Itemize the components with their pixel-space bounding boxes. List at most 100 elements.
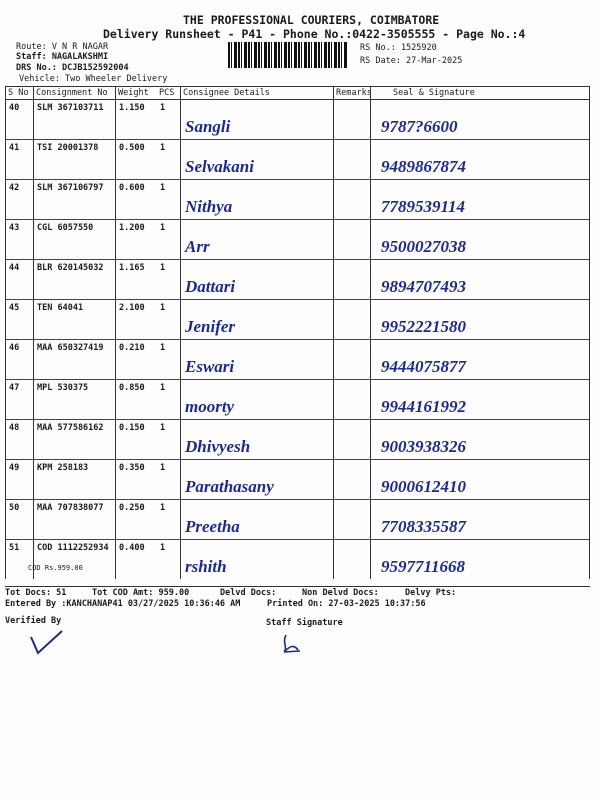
remarks [333,379,371,420]
route: Route: V N R NAGAR [16,42,109,52]
receiver-phone-handwritten: 9500027038 [381,237,466,256]
sno: 47 [5,379,34,420]
consignee-details: Preetha [180,499,334,540]
seal-signature: 9000612410 [370,459,590,500]
seal-signature: 9003938326 [370,419,590,460]
entered-by: Entered By :KANCHANAP41 03/27/2025 10:36… [5,599,241,609]
receiver-phone-handwritten: 7789539114 [381,197,466,216]
weight-pcs: 0.350 1 [115,459,181,500]
consignment-no: SLM 367103711 [33,99,116,140]
col-consignee: Consignee Details [180,86,334,100]
pcs: 1 [159,423,166,433]
pcs: 1 [159,223,166,233]
table-row: 45 TEN 64041 2.100 1 Jenifer 9952221580 [5,299,590,340]
runsheet-title: Delivery Runsheet - P41 - Phone No.:0422… [103,27,526,41]
sno: 42 [5,179,34,220]
pcs: 1 [159,383,166,393]
weight: 1.165 [119,263,145,273]
delvd-docs: Delvd Docs: [220,588,277,598]
receiver-phone-handwritten: 7708335587 [381,517,466,536]
consignment-no-text: KPM 258183 [37,463,89,473]
weight-pcs: 0.400 1 [115,539,181,579]
consignment-no-text: MAA 707838077 [37,503,104,513]
weight-pcs: 1.150 1 [115,99,181,140]
weight: 0.210 [119,343,145,353]
seal-signature: 9787?6600 [370,99,590,140]
vehicle: Vehicle: Two Wheeler Delivery [19,74,168,84]
consignee-name-handwritten: Nithya [185,197,233,216]
pcs: 1 [159,263,166,273]
seal-signature: 9597711668 [370,539,590,579]
consignee-details: Nithya [180,179,334,220]
weight: 0.600 [119,183,145,193]
delvy-pts: Delvy Pts: [405,588,457,598]
sno: 46 [5,339,34,380]
col-weight-pcs: Weight PCS [115,86,181,100]
consignment-no-text: MAA 577586162 [37,423,104,433]
remarks [333,259,371,300]
consignee-name-handwritten: Dhivyesh [185,437,251,456]
pcs: 1 [159,103,166,113]
sno: 51 [5,539,34,579]
staff-signature-label: Staff Signature [266,618,343,628]
seal-signature: 9489867874 [370,139,590,180]
table-row: 42 SLM 367106797 0.600 1 Nithya 77895391… [5,179,590,220]
weight-pcs: 0.250 1 [115,499,181,540]
remarks [333,339,371,380]
weight-pcs: 0.500 1 [115,139,181,180]
weight: 0.400 [119,543,145,553]
receiver-phone-handwritten: 9489867874 [381,157,466,176]
sno: 48 [5,419,34,460]
weight: 0.850 [119,383,145,393]
table-row: 40 SLM 367103711 1.150 1 Sangli 9787?660… [5,99,590,140]
non-delvd-docs: Non Delvd Docs: [302,588,379,598]
staff-signature-mark [283,634,301,653]
sno: 49 [5,459,34,500]
staff: Staff: NAGALAKSHMI [16,52,109,62]
pcs: 1 [159,303,166,313]
sno: 41 [5,139,34,180]
seal-signature: 7708335587 [370,499,590,540]
consignee-details: Arr [180,219,334,260]
col-seal-label: Seal & Signature [393,88,475,98]
col-sno: S No [5,86,34,100]
consignment-no-text: SLM 367103711 [37,103,104,113]
consignment-no: MAA 650327419 [33,339,116,380]
receiver-phone-handwritten: 9003938326 [381,437,466,456]
consignee-name-handwritten: moorty [185,397,235,416]
consignee-details: rshith [180,539,334,579]
weight-pcs: 0.210 1 [115,339,181,380]
seal-signature: 7789539114 [370,179,590,220]
remarks [333,299,371,340]
consignee-details: Sangli [180,99,334,140]
consignee-name-handwritten: Preetha [185,517,240,536]
tot-docs: Tot Docs: 51 [5,588,67,598]
remarks [333,99,371,140]
remarks [333,459,371,500]
sno: 50 [5,499,34,540]
weight: 1.150 [119,103,145,113]
consignment-no-text: TSI 20001378 [37,143,99,153]
consignment-no-text: CGL 6057550 [37,223,94,233]
remarks [333,419,371,460]
pcs: 1 [159,343,166,353]
receiver-phone-handwritten: 9787?6600 [381,117,458,136]
remarks [333,139,371,180]
weight-pcs: 1.200 1 [115,219,181,260]
pcs: 1 [159,543,166,553]
verified-by: Verified By [5,616,62,626]
receiver-phone-handwritten: 9944161992 [381,397,466,416]
table-row: 44 BLR 620145032 1.165 1 Dattari 9894707… [5,259,590,300]
consignee-name-handwritten: Sangli [185,117,231,136]
sno: 44 [5,259,34,300]
seal-signature: 9444075877 [370,339,590,380]
weight-pcs: 1.165 1 [115,259,181,300]
weight: 0.250 [119,503,145,513]
barcode [228,42,348,68]
receiver-phone-handwritten: 9894707493 [381,277,466,296]
consignee-details: Parathasany [180,459,334,500]
consignee-name-handwritten: Parathasany [185,477,274,496]
consignment-no: MAA 707838077 [33,499,116,540]
table-row: 49 KPM 258183 0.350 1 Parathasany 900061… [5,459,590,500]
